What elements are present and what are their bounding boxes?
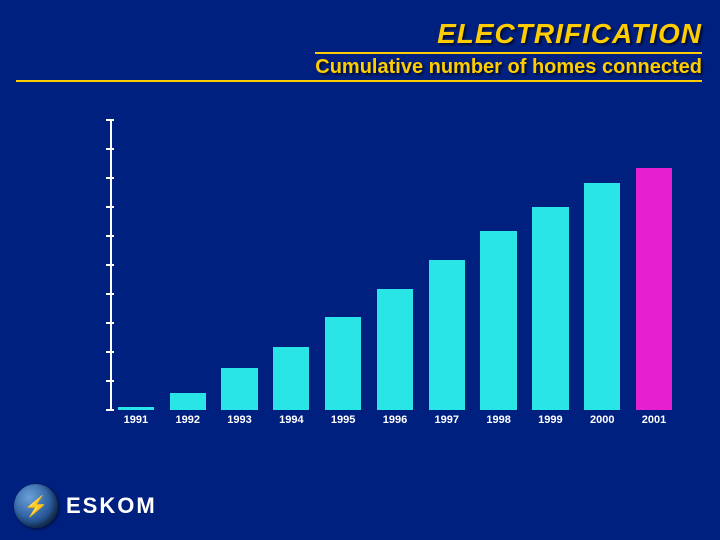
bar-chart: 0300,000600,000900,0001,200,0001,500,000…	[30, 110, 690, 440]
bar-slot	[214, 120, 266, 410]
bar-slot	[525, 120, 577, 410]
bar-slot	[576, 120, 628, 410]
logo-text: ESKOM	[66, 493, 157, 519]
subtitle-rule	[16, 80, 702, 82]
chart-bar	[532, 207, 568, 410]
bar-slot	[473, 120, 525, 410]
chart-bar	[273, 347, 309, 410]
title-block: ELECTRIFICATION Cumulative number of hom…	[315, 18, 702, 79]
brand-logo: ⚡ ESKOM	[14, 484, 157, 528]
bar-slot	[628, 120, 680, 410]
chart-bar	[377, 289, 413, 410]
title-rule	[315, 52, 702, 54]
bar-slot	[265, 120, 317, 410]
x-tick-label: 1993	[214, 414, 266, 426]
chart-bars	[110, 120, 680, 410]
bar-slot	[421, 120, 473, 410]
bar-slot	[110, 120, 162, 410]
bar-slot	[317, 120, 369, 410]
logo-badge-icon: ⚡	[14, 484, 58, 528]
x-tick-label: 2001	[628, 414, 680, 426]
x-tick-label: 1992	[162, 414, 214, 426]
x-tick-label: 1995	[317, 414, 369, 426]
x-tick-label: 1991	[110, 414, 162, 426]
chart-bar	[429, 260, 465, 410]
chart-bar	[170, 393, 206, 410]
x-axis-labels: 1991199219931994199519961997199819992000…	[110, 414, 680, 426]
x-tick-label: 1994	[265, 414, 317, 426]
x-tick-label: 1998	[473, 414, 525, 426]
slide-subtitle: Cumulative number of homes connected	[315, 56, 702, 79]
lightning-icon: ⚡	[24, 494, 49, 519]
chart-bar	[118, 407, 154, 410]
chart-bar	[325, 317, 361, 410]
bar-slot	[369, 120, 421, 410]
slide: ELECTRIFICATION Cumulative number of hom…	[0, 0, 720, 540]
slide-title: ELECTRIFICATION	[315, 18, 702, 50]
chart-bar	[480, 231, 516, 410]
chart-bar	[636, 168, 672, 410]
chart-bar	[584, 183, 620, 410]
bar-slot	[162, 120, 214, 410]
x-tick-label: 1996	[369, 414, 421, 426]
x-tick-label: 1999	[525, 414, 577, 426]
x-tick-label: 1997	[421, 414, 473, 426]
chart-bar	[221, 368, 257, 410]
x-tick-label: 2000	[576, 414, 628, 426]
